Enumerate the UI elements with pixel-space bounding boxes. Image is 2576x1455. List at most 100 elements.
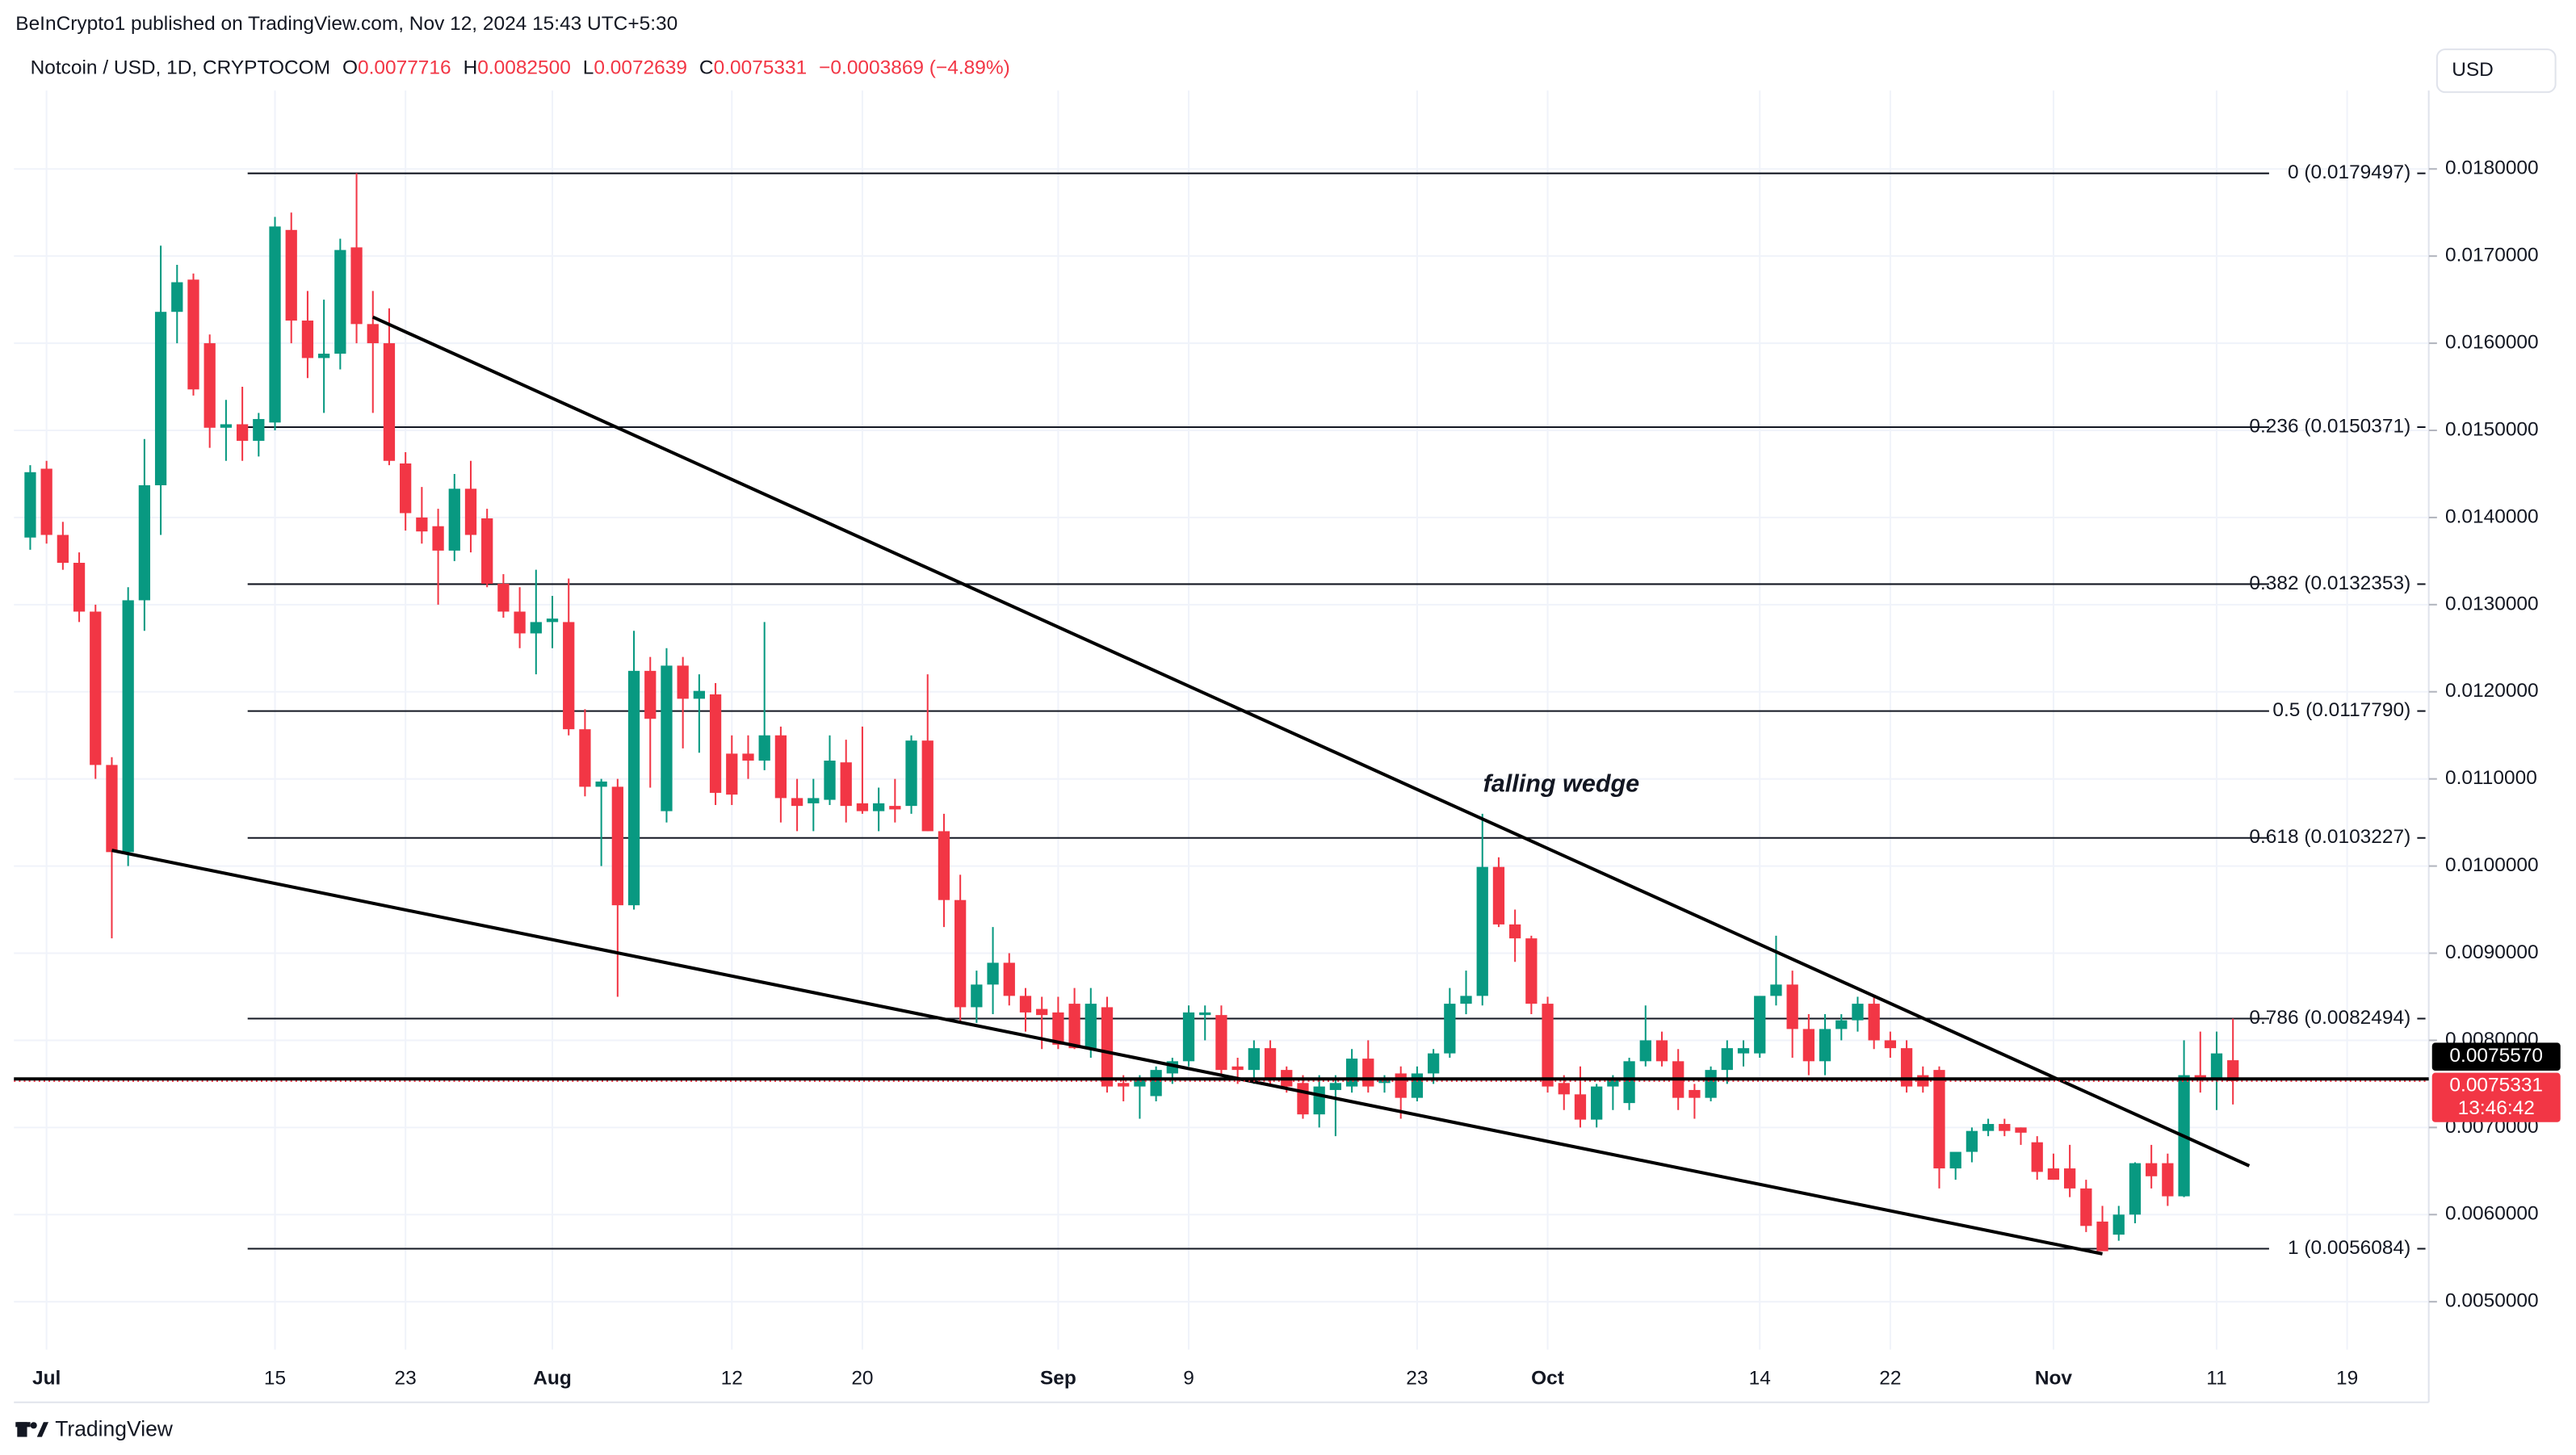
candle-body: [1884, 1040, 1897, 1049]
x-tick-label: Aug: [533, 1368, 572, 1390]
candle-body: [1019, 996, 1032, 1013]
trendline: [371, 315, 2251, 1168]
candle-body: [1492, 866, 1505, 925]
candle-body: [2047, 1168, 2060, 1180]
x-tick-label: 19: [2336, 1368, 2358, 1390]
legend-value: 0.0075331: [714, 57, 808, 79]
candle-body: [595, 781, 607, 787]
candle-body: [203, 343, 216, 428]
candle-body: [1868, 1004, 1880, 1041]
candle-body: [840, 762, 852, 807]
candle-body: [1509, 924, 1521, 939]
candle-body: [236, 424, 249, 441]
x-tick-label: Jul: [32, 1368, 61, 1390]
candle-body: [1639, 1040, 1651, 1062]
candle-body: [171, 282, 183, 312]
candle-body: [872, 803, 885, 811]
candle-body: [1949, 1151, 1961, 1169]
candle-body: [1737, 1048, 1750, 1054]
legend-value: 0.0082500: [477, 57, 571, 79]
x-tick-label: Sep: [1040, 1368, 1076, 1390]
candle-body: [1819, 1029, 1831, 1062]
annotation: falling wedge: [1483, 769, 1640, 797]
candle-body: [1248, 1048, 1260, 1071]
x-tick-label: 22: [1879, 1368, 1901, 1390]
candle-body: [1313, 1086, 1325, 1115]
candle-body: [2227, 1060, 2239, 1081]
legend-value: 0.0077716: [358, 57, 451, 79]
fib-label: 0.786 (0.0082494): [2249, 1007, 2410, 1029]
candle-body: [1215, 1015, 1227, 1071]
candle-body: [1525, 938, 1538, 1004]
candle-body: [2210, 1053, 2223, 1080]
candle-body: [938, 831, 950, 900]
candle-body: [1231, 1066, 1244, 1071]
legend-key: C: [699, 57, 714, 79]
candle-body: [791, 798, 803, 807]
candle-body: [448, 488, 460, 551]
x-tick-label: Nov: [2035, 1368, 2073, 1390]
candle-body: [1411, 1073, 1424, 1098]
candle-body: [1362, 1059, 1374, 1087]
candle-body: [1607, 1077, 1619, 1087]
candle-body: [1036, 1008, 1048, 1016]
legend-value: 0.0072639: [594, 57, 687, 79]
y-tick-label: 0.0160000: [2445, 332, 2539, 354]
brand-logo: [15, 1422, 49, 1437]
candle-body: [971, 984, 983, 1008]
candle-body: [808, 798, 820, 803]
candle-body: [334, 249, 346, 354]
candle-body: [726, 753, 738, 795]
candle-body: [579, 729, 591, 787]
plot-area: 0 (0.0179497) 0.236 (0.0150371) 0.382 (0.0…: [14, 161, 2429, 1259]
currency-button[interactable]: [2435, 48, 2557, 94]
candle-body: [1052, 1012, 1064, 1045]
candle-body: [1591, 1086, 1603, 1120]
candle-body: [318, 354, 330, 359]
candle-body: [742, 753, 754, 761]
candle-body: [1999, 1124, 2011, 1131]
y-tick-label: 0.0180000: [2445, 157, 2539, 179]
price-line-label: 0.0075570: [2449, 1045, 2543, 1067]
fib-label: 0.618 (0.0103227): [2249, 826, 2410, 848]
logo-mark: [36, 1422, 49, 1437]
candle-body: [1836, 1020, 1848, 1029]
candle-body: [611, 786, 623, 906]
candle-body: [1003, 962, 1015, 996]
candle-body: [921, 740, 933, 832]
countdown: 13:46:42: [2458, 1097, 2535, 1119]
candle-body: [563, 622, 575, 730]
candle-body: [1754, 996, 1766, 1054]
trendline: [111, 849, 2103, 1256]
y-tick-label: 0.0120000: [2445, 680, 2539, 702]
candle-body: [1068, 1004, 1080, 1049]
candle-body: [693, 690, 705, 699]
candle-body: [661, 665, 673, 811]
candle-body: [1900, 1048, 1913, 1087]
candle-body: [1917, 1075, 1929, 1087]
fib-label: 0.5 (0.0117790): [2272, 699, 2410, 721]
candle-body: [1345, 1059, 1358, 1087]
candle-body: [73, 563, 86, 612]
candle-body: [954, 899, 967, 1008]
candle-body: [1623, 1061, 1635, 1104]
x-tick-label: 15: [264, 1368, 286, 1390]
logo-mark: [15, 1422, 31, 1428]
candle-body: [253, 418, 265, 441]
candle-body: [2080, 1188, 2092, 1226]
candle-body: [1476, 866, 1488, 996]
y-tick-label: 0.0110000: [2445, 767, 2537, 789]
currency-label[interactable]: USD: [2452, 59, 2494, 81]
candle-body: [497, 583, 510, 612]
candle-body: [1297, 1083, 1309, 1115]
candle-body: [1134, 1077, 1146, 1087]
y-tick-label: 0.0170000: [2445, 245, 2539, 266]
legend-change: −0.0003869 (−4.89%): [819, 57, 1010, 79]
candle-body: [269, 226, 281, 423]
x-tick-label: 23: [1406, 1368, 1428, 1390]
candle-body: [416, 517, 428, 532]
candle-body: [383, 343, 396, 461]
candle-body: [1802, 1029, 1815, 1062]
candle-body: [1966, 1130, 1978, 1152]
